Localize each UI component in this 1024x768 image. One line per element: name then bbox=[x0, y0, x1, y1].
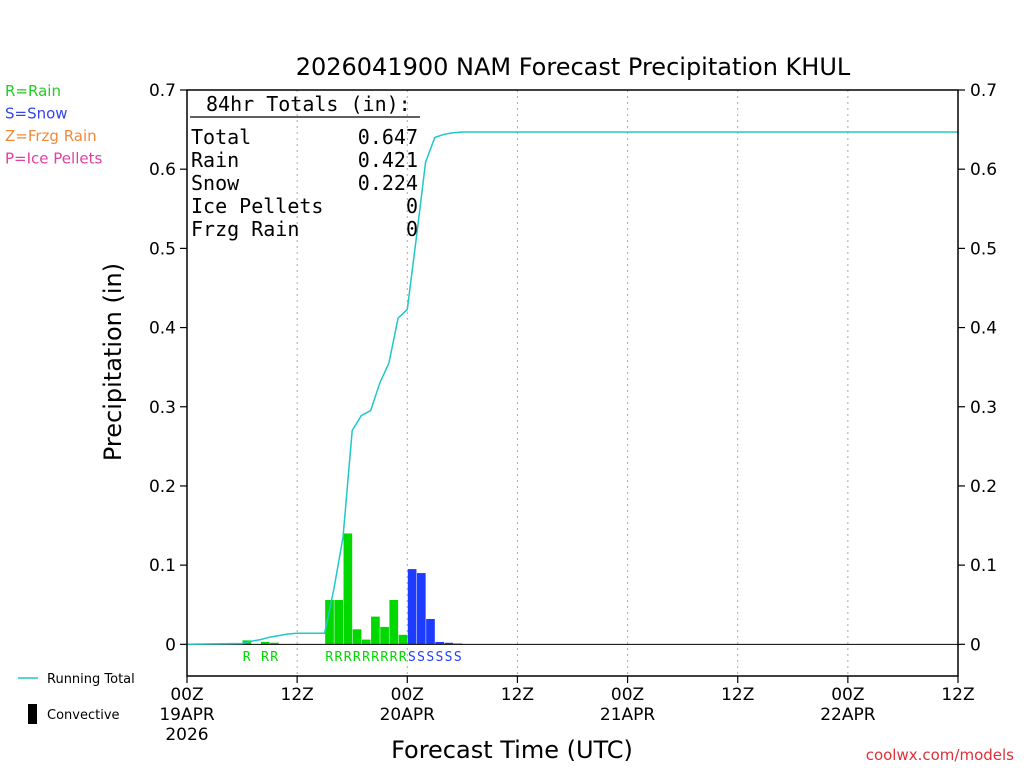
precip-bar bbox=[343, 533, 353, 645]
precip-type-letter: R bbox=[390, 650, 398, 665]
totals-row-label: Snow bbox=[191, 171, 240, 195]
x-tick-label: 12Z bbox=[721, 685, 754, 705]
x-tick-date: 21APR bbox=[600, 705, 656, 725]
precip-type-letter: S bbox=[417, 650, 425, 665]
y-tick-label-left: 0.2 bbox=[149, 477, 176, 497]
x-tick-date: 19APR bbox=[159, 705, 215, 725]
precip-bar bbox=[260, 641, 270, 645]
precip-type-letter: S bbox=[426, 650, 434, 665]
precip-type-letter: S bbox=[408, 650, 416, 665]
precip-type-letter: R bbox=[335, 650, 343, 665]
totals-row-value: 0.421 bbox=[358, 148, 418, 172]
x-tick-date: 20APR bbox=[380, 705, 436, 725]
precip-type-letter: R bbox=[325, 650, 333, 665]
type-legend-entry: Z=Frzg Rain bbox=[5, 127, 97, 145]
precip-type-letter: R bbox=[243, 650, 251, 665]
y-tick-label-left: 0.3 bbox=[149, 398, 176, 418]
precip-bar bbox=[389, 599, 399, 645]
y-tick-label-right: 0.7 bbox=[970, 81, 997, 101]
x-tick-label: 12Z bbox=[281, 685, 314, 705]
precip-type-letter: R bbox=[353, 650, 361, 665]
precip-type-letter: S bbox=[445, 650, 453, 665]
precip-type-letter: R bbox=[344, 650, 352, 665]
x-tick-label: 12Z bbox=[501, 685, 534, 705]
precip-type-letter: R bbox=[399, 650, 407, 665]
x-tick-label: 00Z bbox=[170, 685, 203, 705]
precip-bar bbox=[416, 573, 426, 645]
precip-bar bbox=[361, 639, 371, 645]
precip-type-letter: R bbox=[362, 650, 370, 665]
x-tick-label: 00Z bbox=[831, 685, 864, 705]
totals-row-value: 0.647 bbox=[358, 125, 418, 149]
precip-type-letter: R bbox=[371, 650, 379, 665]
precip-bar bbox=[398, 634, 408, 645]
x-tick-label: 00Z bbox=[391, 685, 424, 705]
y-axis-right: 0 0.1 0.2 0.3 0.4 0.5 0.6 0.7 bbox=[958, 81, 997, 655]
totals-row-label: Rain bbox=[191, 148, 239, 172]
y-tick-label-left: 0.4 bbox=[149, 319, 176, 339]
convective-legend-swatch bbox=[28, 704, 37, 724]
y-tick-label-left: 0 bbox=[165, 635, 176, 655]
precip-bar bbox=[407, 569, 417, 645]
precip-bar bbox=[371, 616, 380, 645]
bottom-legend-label: Running Total bbox=[47, 672, 135, 687]
totals-heading: 84hr Totals (in): bbox=[206, 92, 411, 116]
precip-bar bbox=[435, 641, 444, 645]
precip-type-letter: S bbox=[435, 650, 443, 665]
x-tick-label: 12Z bbox=[941, 685, 974, 705]
precip-type-letter: R bbox=[380, 650, 388, 665]
type-legend-entry: S=Snow bbox=[5, 105, 68, 123]
precip-bar bbox=[352, 629, 362, 645]
y-axis-label: Precipitation (in) bbox=[99, 263, 127, 461]
type-legend-entry: R=Rain bbox=[5, 82, 61, 100]
totals-row-value: 0 bbox=[406, 194, 418, 218]
precip-bar bbox=[380, 626, 389, 645]
y-tick-label-left: 0.7 bbox=[149, 81, 176, 101]
y-tick-label-left: 0.1 bbox=[149, 556, 176, 576]
x-tick-date: 22APR bbox=[820, 705, 876, 725]
bottom-legend: Running Total Convective bbox=[18, 672, 135, 724]
precip-type-letter: R bbox=[270, 650, 278, 665]
totals-row-label: Total bbox=[191, 125, 251, 149]
y-tick-label-right: 0.5 bbox=[970, 239, 997, 259]
precip-bar bbox=[444, 642, 454, 645]
type-legend-entry: P=Ice Pellets bbox=[5, 150, 102, 168]
x-tick-year: 2026 bbox=[165, 725, 208, 745]
y-tick-label-right: 0.2 bbox=[970, 477, 997, 497]
precip-bar bbox=[426, 618, 435, 645]
totals-row-label: Frzg Rain bbox=[191, 217, 299, 241]
grid-lines bbox=[296, 90, 849, 676]
precip-bar bbox=[270, 642, 279, 645]
y-tick-label-right: 0.1 bbox=[970, 556, 997, 576]
plot-frame bbox=[186, 89, 959, 677]
totals-row-value: 0.224 bbox=[358, 171, 418, 195]
precip-type-letter: S bbox=[454, 650, 462, 665]
totals-row-label: Ice Pellets bbox=[191, 194, 323, 218]
totals-row-value: 0 bbox=[406, 217, 418, 241]
y-axis-left: 0 0.1 0.2 0.3 0.4 0.5 0.6 0.7 bbox=[149, 81, 187, 655]
y-tick-label-right: 0.6 bbox=[970, 160, 997, 180]
bottom-legend-label: Convective bbox=[47, 708, 120, 723]
y-tick-label-right: 0.4 bbox=[970, 319, 997, 339]
x-axis-label: Forecast Time (UTC) bbox=[391, 736, 633, 764]
precip-type-letter: R bbox=[261, 650, 269, 665]
precip-bars bbox=[242, 533, 463, 645]
running-total-line bbox=[186, 131, 958, 646]
y-tick-label-right: 0.3 bbox=[970, 398, 997, 418]
precip-bar bbox=[334, 599, 344, 645]
y-tick-label-left: 0.5 bbox=[149, 239, 176, 259]
x-tick-label: 00Z bbox=[611, 685, 644, 705]
type-legend: R=Rain S=Snow Z=Frzg Rain P=Ice Pellets bbox=[5, 82, 102, 168]
precip-bar bbox=[325, 599, 334, 645]
credit-text: coolwx.com/models bbox=[866, 746, 1014, 764]
y-tick-label-left: 0.6 bbox=[149, 160, 176, 180]
y-tick-label-right: 0 bbox=[970, 635, 981, 655]
chart-title: 2026041900 NAM Forecast Precipitation KH… bbox=[296, 53, 851, 81]
totals-box: 84hr Totals (in): Total 0.647 Rain 0.421 Sno… bbox=[190, 92, 420, 241]
